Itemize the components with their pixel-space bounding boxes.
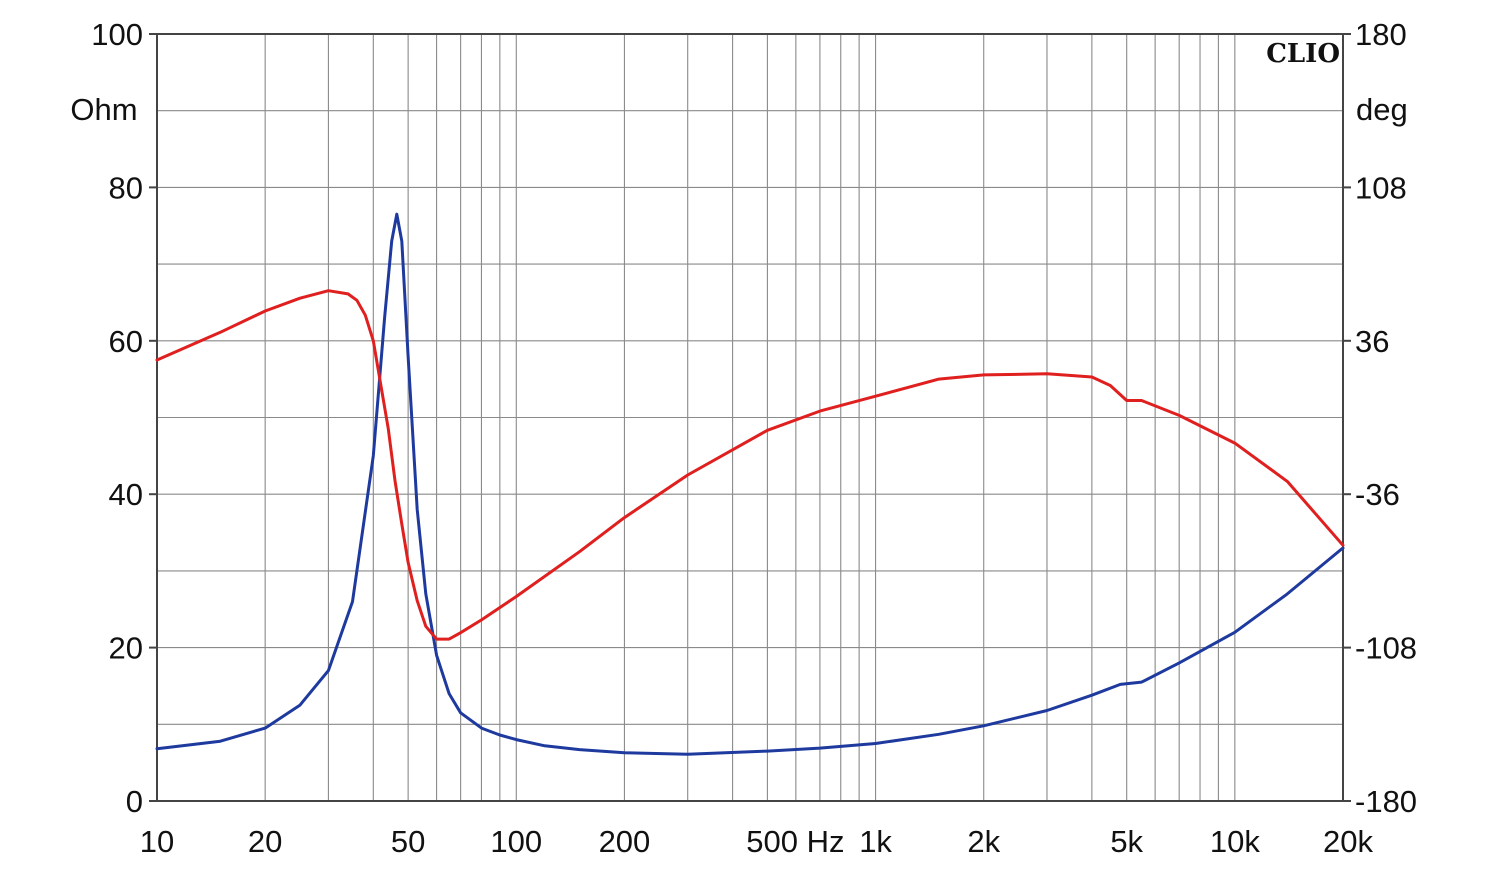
x-axis-tick-label: 200 [599,824,651,859]
right-axis-tick-label: -108 [1355,631,1417,666]
axis-tick-labels: 10 20 50 100 200 500 Hz 1k 2k 5k 10k 20k 0 20 40 60 80 1… [91,17,1417,859]
right-axis-tick-label: -36 [1355,477,1400,512]
left-axis-unit-label: Ohm [70,92,137,127]
x-axis-tick-label: 50 [391,824,425,859]
right-axis-tick-label: -180 [1355,784,1417,819]
grid-lines [156,33,1344,802]
impedance-curve [155,212,1345,756]
x-axis-tick-label: 10 [140,824,174,859]
right-axis-tick-label: 36 [1355,324,1389,359]
right-axis-tick-label: 180 [1355,17,1407,52]
plot-frame [149,33,1351,802]
left-axis-tick-label: 100 [91,17,143,52]
left-axis-tick-label: 0 [126,784,143,819]
left-axis-tick-label: 80 [109,170,143,205]
x-axis-tick-label: 20k [1323,824,1373,859]
left-axis-tick-label: 20 [109,631,143,666]
left-axis-tick-label: 40 [109,477,143,512]
x-axis-tick-label: 2k [967,824,1000,859]
right-axis-unit-label: deg [1356,92,1408,127]
plot-border [156,33,1344,802]
series-lines [155,212,1345,756]
x-axis-tick-label: 500 Hz [746,824,844,859]
x-axis-tick-label: 1k [859,824,892,859]
x-axis-tick-label: 20 [248,824,282,859]
right-axis-tick-label: 108 [1355,170,1407,205]
left-axis-tick-label: 60 [109,324,143,359]
x-axis-tick-label: 5k [1110,824,1143,859]
clio-brand-label: CLIO [1266,39,1340,69]
x-axis-tick-label: 100 [490,824,542,859]
x-axis-tick-label: 10k [1210,824,1260,859]
phase-curve [155,289,1345,641]
